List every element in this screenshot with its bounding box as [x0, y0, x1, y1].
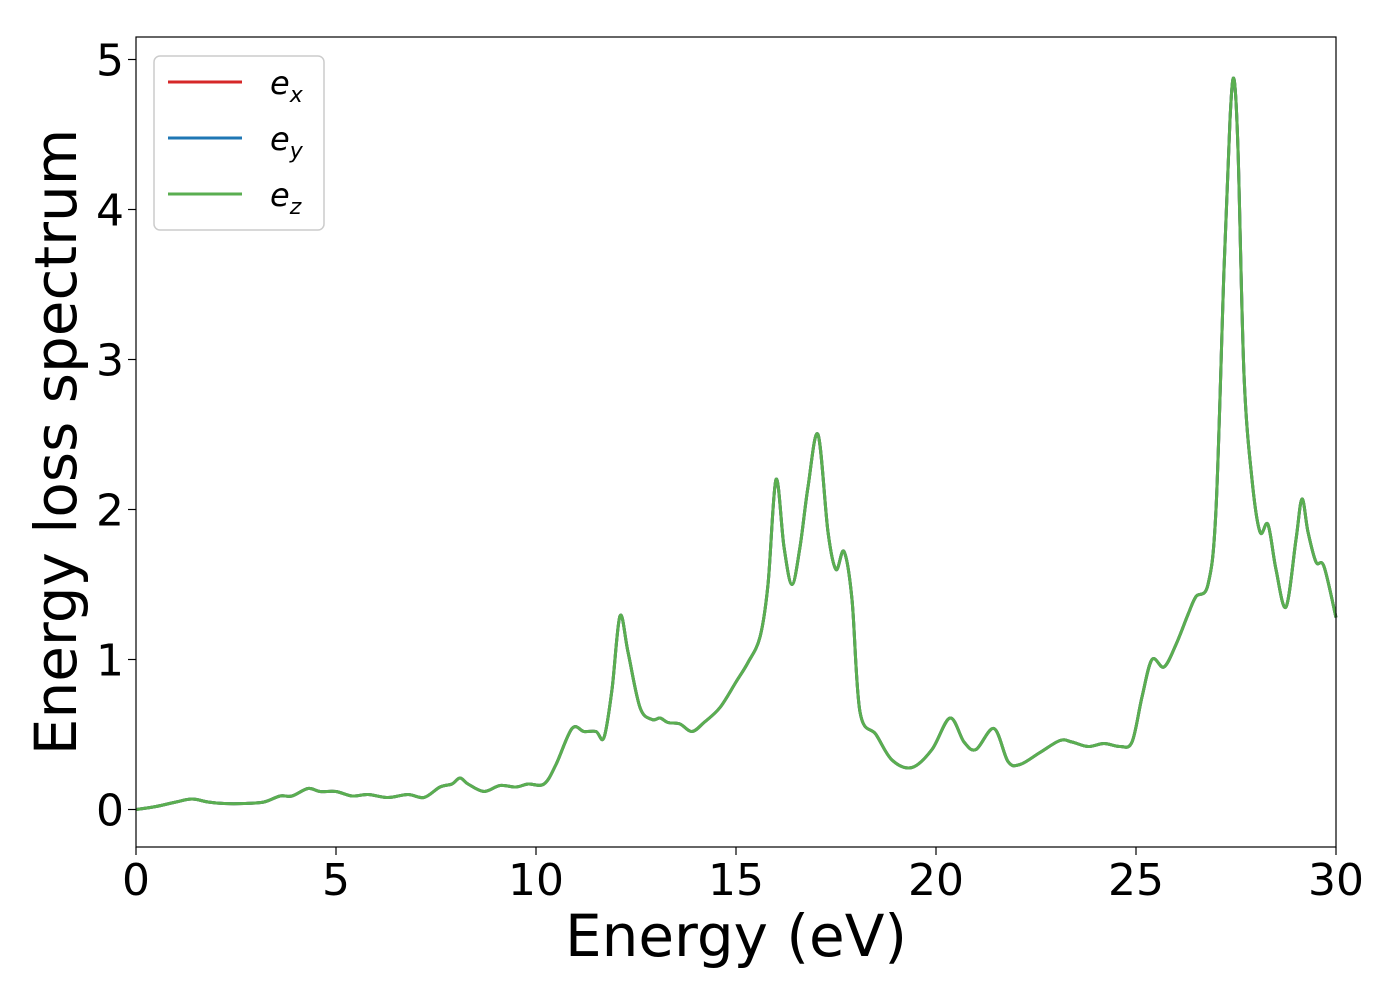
- x-tick-label: 10: [508, 855, 564, 906]
- x-tick-label: 20: [908, 855, 964, 906]
- series-group: [135, 76, 1338, 811]
- x-tick-label: 25: [1108, 855, 1164, 906]
- legend-label-ez: ez: [270, 176, 302, 220]
- legend: ex ey ez: [153, 55, 325, 231]
- x-axis-title: Energy (eV): [565, 902, 907, 970]
- x-tick-label: 5: [322, 855, 350, 906]
- series-line-e-z: [135, 76, 1338, 811]
- y-tick-label: 2: [96, 486, 124, 537]
- legend-frame: [153, 55, 325, 231]
- y-axis-ticks: 0 1 2 3 4 5: [96, 36, 136, 837]
- x-axis-ticks: 0 5 10 15 20 25 30: [122, 847, 1364, 906]
- y-tick-label: 4: [96, 186, 124, 237]
- x-tick-label: 0: [122, 855, 150, 906]
- x-tick-label: 15: [708, 855, 764, 906]
- y-tick-label: 1: [96, 636, 124, 687]
- y-tick-label: 3: [96, 336, 124, 387]
- y-axis-title: Energy loss spectrum: [22, 129, 90, 755]
- y-tick-label: 0: [96, 786, 124, 837]
- legend-label-ex: ex: [270, 64, 304, 108]
- legend-label-ey: ey: [270, 120, 304, 164]
- x-tick-label: 30: [1308, 855, 1364, 906]
- y-tick-label: 5: [96, 36, 124, 87]
